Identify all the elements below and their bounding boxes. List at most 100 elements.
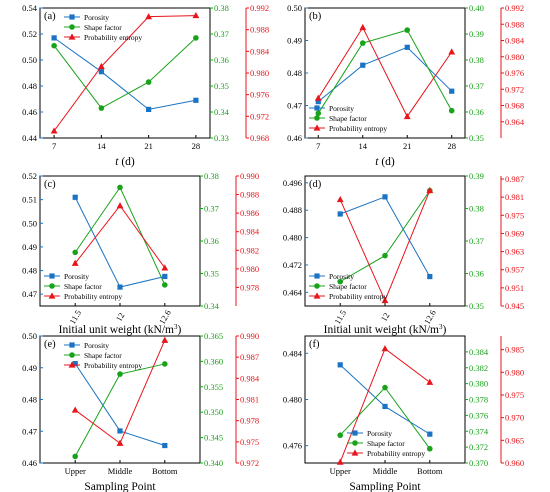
data-point (382, 403, 388, 410)
y1-tick-label: 0.496 (283, 178, 302, 188)
y3-tick-label: 0.984 (505, 36, 525, 46)
data-point (427, 445, 433, 452)
data-point (381, 296, 389, 304)
data-point (404, 44, 410, 50)
series-line (317, 46, 453, 102)
legend-marker (69, 24, 75, 30)
x-tick-label: Upper (330, 466, 351, 476)
legend-label: Porosity (64, 272, 89, 281)
data-point (192, 11, 200, 19)
y3-tick-label: 0.986 (240, 208, 259, 218)
legend-label: Probability entropy (329, 292, 387, 301)
y2-tick-label: 0.370 (469, 458, 488, 468)
series-shape-factor (51, 35, 199, 111)
data-point (72, 249, 78, 256)
legend-label: Shape factor (64, 282, 102, 291)
y3-tick-label: 0.985 (505, 345, 524, 355)
chart-panel-b: (b) 0.46 0.47 0.48 0.49 0.50 0.35 0.36 0.37 0.38 0… (287, 3, 525, 168)
data-point (116, 202, 124, 209)
series-porosity (315, 44, 455, 105)
series-probability-entropy (71, 336, 169, 446)
y2-tick-label: 0.36 (469, 107, 484, 117)
y3-tick-label: 0.987 (240, 352, 259, 362)
data-point (403, 112, 411, 120)
y1-tick-label: 0.476 (283, 441, 302, 451)
y3-tick-label: 0.984 (250, 46, 270, 56)
data-point (449, 88, 455, 94)
series-probability-entropy (336, 186, 434, 304)
y2-tick-label: 0.35 (469, 133, 484, 143)
y2-tick-label: 0.345 (204, 433, 223, 443)
data-point (161, 336, 169, 343)
x-tick-label: 14 (97, 141, 106, 151)
y2-tick-label: 0.360 (204, 356, 223, 366)
data-point (427, 431, 433, 437)
data-point (359, 40, 366, 46)
data-point (71, 259, 79, 266)
legend-marker (68, 33, 76, 40)
x-axis-title: t (d) (115, 156, 135, 168)
y3-tick-label: 0.980 (505, 367, 524, 377)
series-line (339, 190, 431, 283)
chart-panel-a: (a) 0.44 0.46 0.48 0.50 0.52 0.54 0.33 0.34 0.35 0… (22, 3, 270, 168)
legend-marker (313, 292, 321, 299)
data-point (448, 48, 456, 55)
y3-tick-label: 0.975 (505, 390, 524, 400)
legend-marker (49, 283, 55, 289)
y3-tick-label: 0.969 (505, 228, 524, 238)
legend-label: Porosity (367, 429, 392, 438)
y1-tick-label: 0.48 (22, 266, 37, 276)
y1-tick-label: 0.44 (22, 133, 38, 143)
y1-tick-label: 0.480 (283, 233, 302, 243)
data-point (98, 105, 105, 111)
data-point (71, 406, 79, 413)
series-shape-factor (72, 184, 168, 288)
y2-tick-label: 0.350 (204, 407, 223, 417)
y2-tick-label: 0.340 (204, 458, 223, 468)
x-axis-title: Sampling Point (84, 481, 156, 492)
series-probability-entropy (71, 202, 169, 271)
y1-tick-label: 0.472 (283, 260, 302, 270)
y1-tick-label: 0.49 (22, 363, 37, 373)
series-line (53, 37, 197, 109)
x-tick-label: 21 (403, 141, 412, 151)
legend-marker (314, 105, 320, 111)
data-point (381, 345, 389, 352)
y3-tick-label: 0.987 (505, 174, 524, 184)
panel-label: (f) (309, 339, 320, 350)
series-line (53, 37, 196, 110)
series-shape-factor (337, 187, 433, 285)
data-point (337, 362, 343, 368)
data-point (117, 284, 123, 290)
y2-tick-label: 0.382 (469, 363, 488, 373)
data-point (161, 264, 169, 271)
y2-tick-label: 0.374 (469, 426, 489, 436)
x-axis-title-end: ) (442, 324, 446, 336)
y1-tick-label: 0.49 (287, 36, 302, 46)
chart-panel-d: (d) 0.464 0.472 0.480 0.488 0.496 0.35 0.36 0.37… (283, 171, 524, 336)
legend-marker (314, 273, 320, 279)
data-point (360, 62, 366, 68)
x-tick-label: Bottom (417, 466, 443, 476)
y3-tick-label: 0.988 (240, 190, 259, 200)
y3-tick-label: 0.980 (505, 52, 524, 62)
y3-tick-label: 0.990 (240, 171, 259, 181)
y2-tick-label: 0.36 (469, 269, 484, 279)
legend-marker (69, 342, 75, 348)
legend-marker (351, 449, 359, 456)
legend-label: Probability entropy (367, 449, 425, 458)
y2-tick-label: 0.33 (214, 133, 229, 143)
x-axis-title-end: ) (177, 324, 181, 336)
y2-tick-label: 0.37 (214, 29, 229, 39)
y3-tick-label: 0.975 (505, 210, 524, 220)
legend-label: Probability entropy (329, 124, 387, 133)
y2-tick-label: 0.38 (469, 55, 484, 65)
y2-tick-label: 0.34 (214, 107, 230, 117)
y2-tick-label: 0.35 (214, 81, 229, 91)
y2-tick-label: 0.34 (204, 301, 220, 311)
series-porosity (72, 194, 168, 290)
data-point (51, 42, 57, 49)
data-point (427, 273, 433, 280)
